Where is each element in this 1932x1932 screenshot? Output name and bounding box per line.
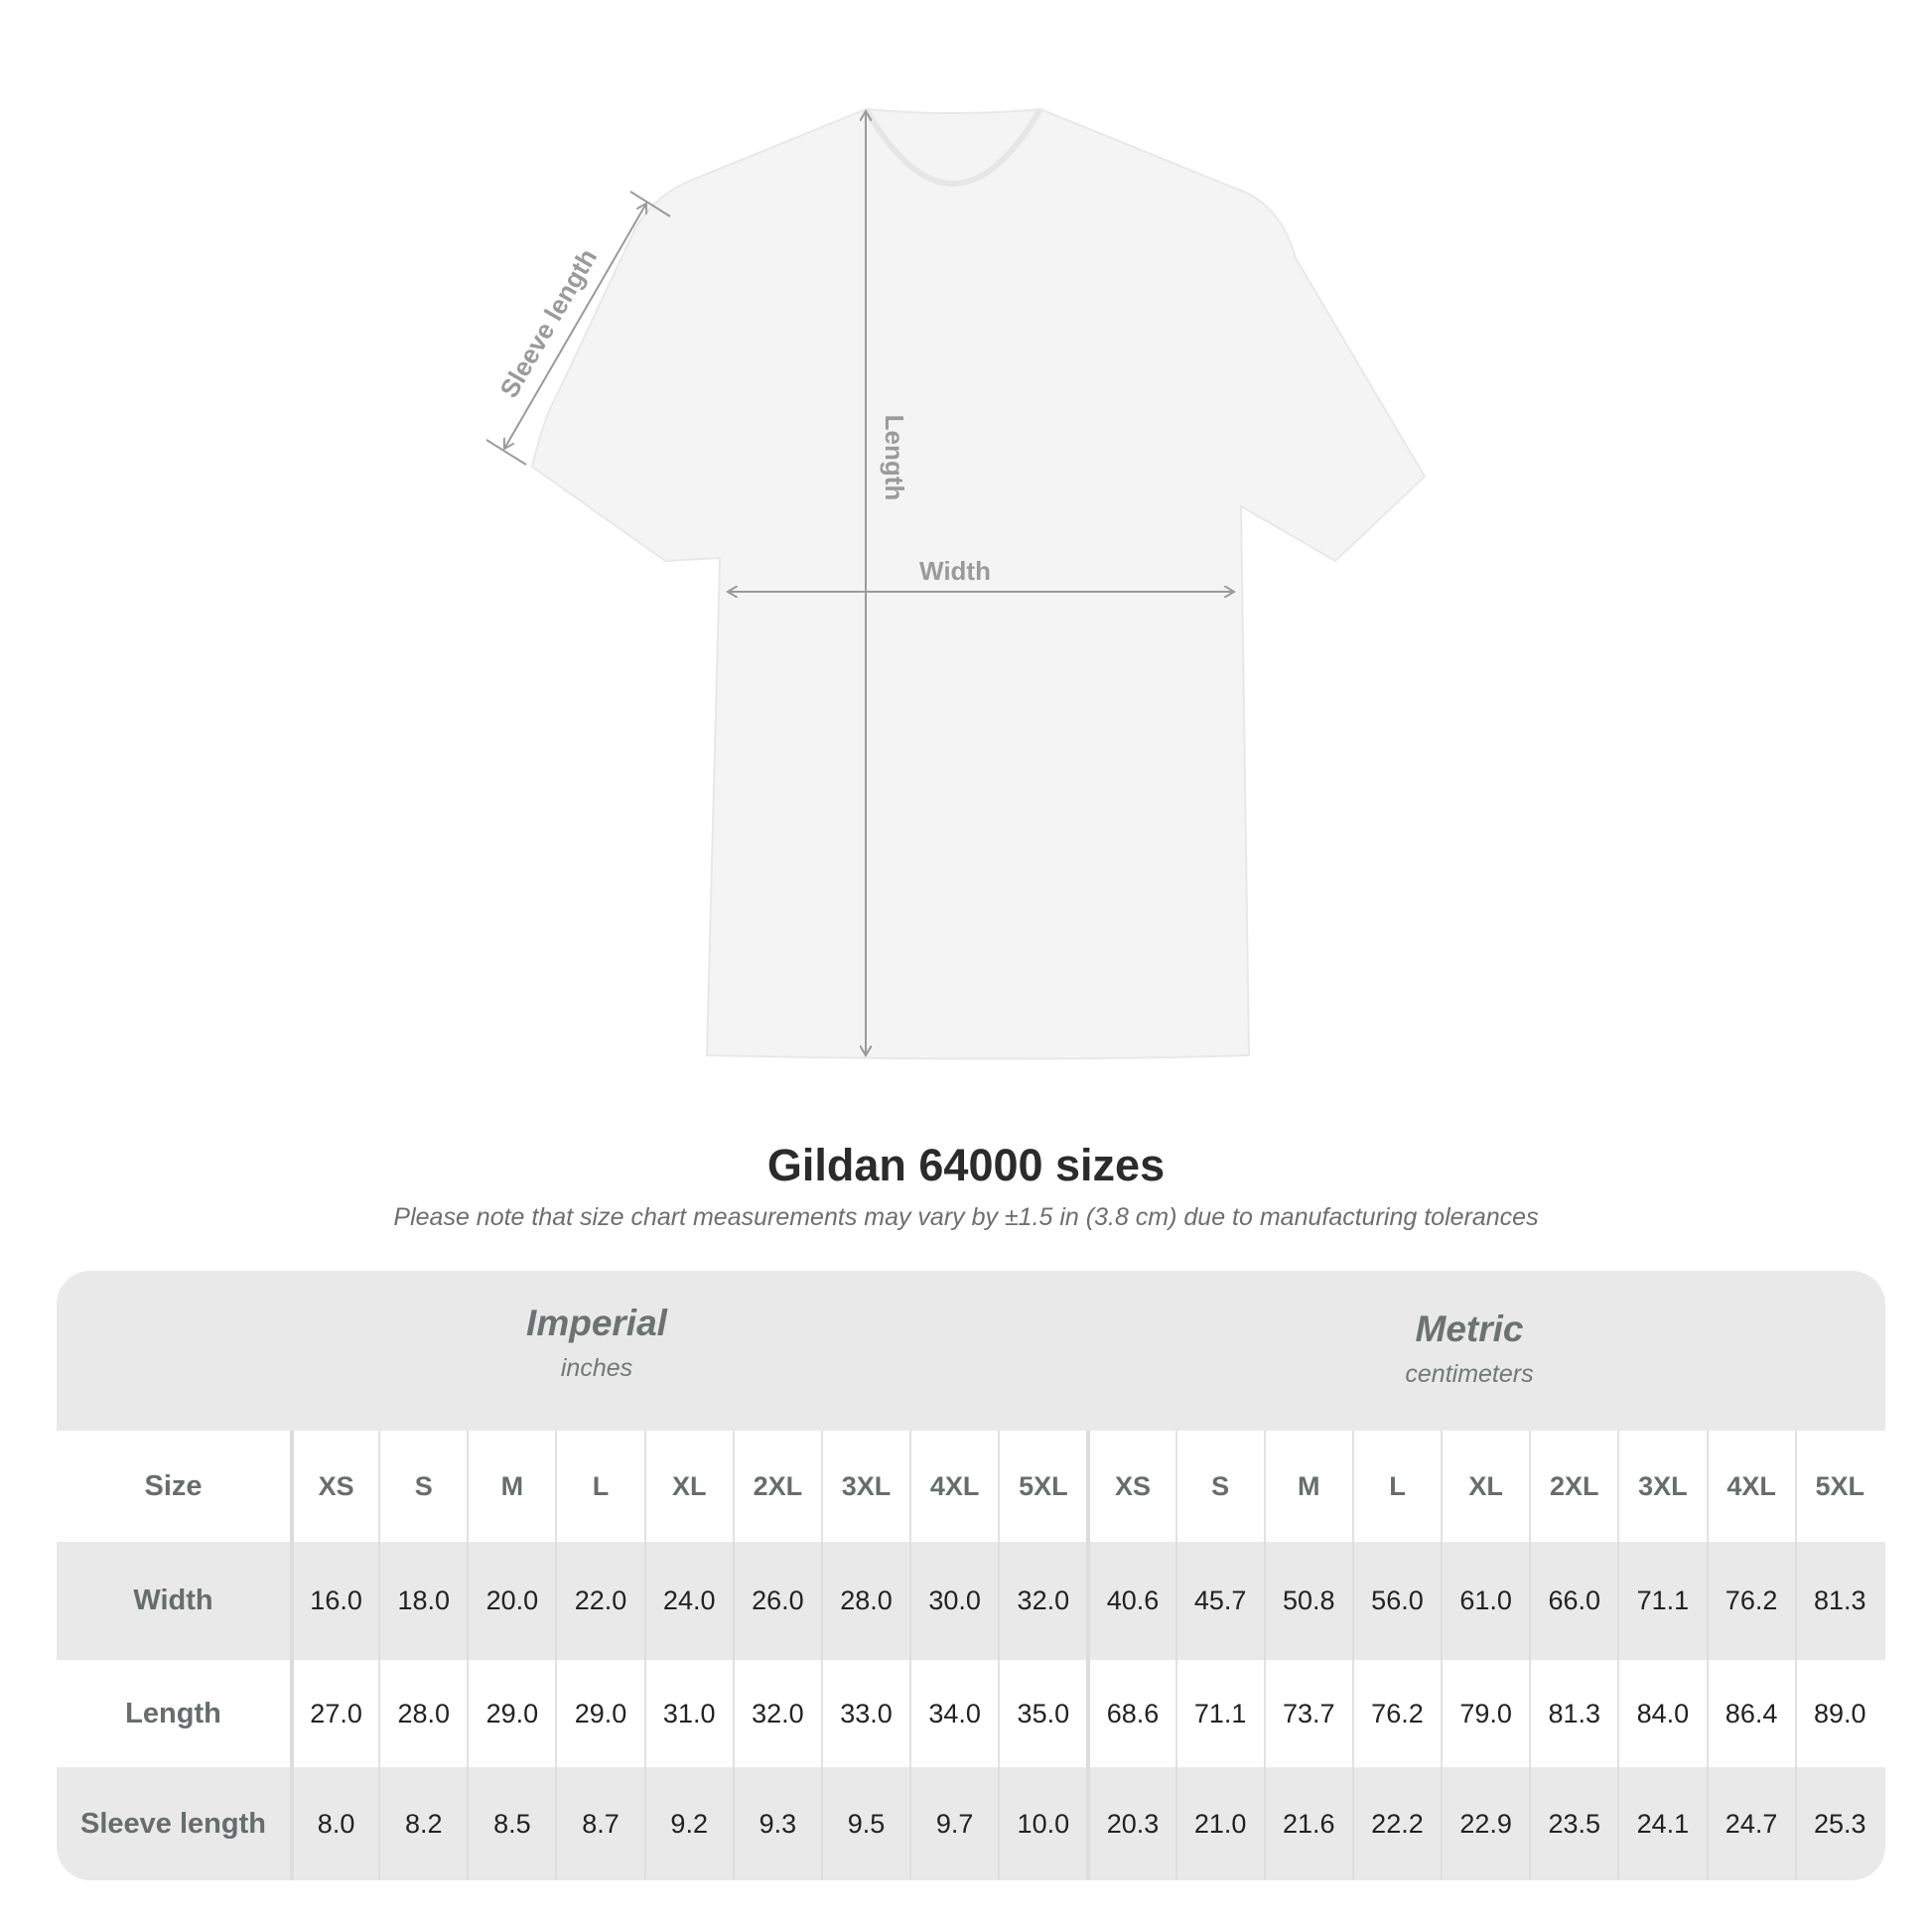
imperial-value-cell: 9.3 [732,1767,821,1880]
metric-size-m: M [1263,1431,1352,1542]
metric-value-cell: 61.0 [1441,1542,1529,1660]
imperial-value-cell: 28.0 [820,1542,909,1660]
imperial-size-m: M [467,1431,555,1542]
tolerance-note: Please note that size chart measurements… [393,1203,1539,1231]
imperial-size-s: S [378,1431,467,1542]
metric-size-s: S [1174,1431,1264,1542]
imperial-value-cell: 20.0 [467,1542,555,1660]
imperial-value-cell: 22.0 [555,1542,643,1660]
imperial-size-4xl: 4XL [909,1431,998,1542]
metric-value-cell: 89.0 [1794,1660,1883,1767]
metric-size-xs: XS [1086,1431,1174,1542]
imperial-value-cell: 29.0 [467,1660,555,1767]
metric-value-cell: 21.0 [1174,1767,1264,1880]
imperial-value-cell: 30.0 [909,1542,998,1660]
metric-value-cell: 50.8 [1263,1542,1352,1660]
row-label: Length [125,1697,221,1729]
metric-value-cell: 84.0 [1617,1660,1706,1767]
metric-value-cell: 24.7 [1706,1767,1795,1880]
imperial-value-cell: 24.0 [643,1542,733,1660]
imperial-value-cell: 9.7 [909,1767,998,1880]
metric-value-cell: 76.2 [1351,1660,1441,1767]
metric-size-xl: XL [1441,1431,1529,1542]
metric-value-cell: 56.0 [1351,1542,1441,1660]
metric-value-cell: 24.1 [1617,1767,1706,1880]
metric-value-cell: 45.7 [1174,1542,1264,1660]
imperial-value-cell: 8.0 [290,1767,378,1880]
imperial-group: Imperial inches [299,1303,895,1383]
metric-value-cell: 22.2 [1351,1767,1441,1880]
sleeve-tick [485,439,527,466]
metric-size-4xl: 4XL [1706,1431,1795,1542]
metric-value-cell: 25.3 [1794,1767,1883,1880]
metric-unit: centimeters [1405,1360,1534,1388]
imperial-value-cell: 31.0 [643,1660,733,1767]
metric-value-cell: 66.0 [1529,1542,1617,1660]
imperial-value-cell: 9.5 [820,1767,909,1880]
metric-size-5xl: 5XL [1794,1431,1883,1542]
imperial-size-xs: XS [290,1431,378,1542]
metric-size-3xl: 3XL [1617,1431,1706,1542]
table-row-width: Width 16.0 18.0 20.0 22.0 24.0 26.0 28.0 30.0 32.… [57,1542,1885,1660]
metric-value-cell: 76.2 [1706,1542,1795,1660]
imperial-value-cell: 8.2 [378,1767,467,1880]
imperial-value-cell: 16.0 [290,1542,378,1660]
imperial-value-cell: 32.0 [998,1542,1086,1660]
table-row-length: Length 27.0 28.0 29.0 29.0 31.0 32.0 33.0 34.0 35… [57,1660,1885,1767]
metric-value-cell: 23.5 [1529,1767,1617,1880]
metric-value-cell: 79.0 [1441,1660,1529,1767]
imperial-value-cell: 26.0 [732,1542,821,1660]
imperial-value-cell: 32.0 [732,1660,821,1767]
imperial-value-cell: 34.0 [909,1660,998,1767]
imperial-size-xl: XL [643,1431,733,1542]
size-label: Size [144,1469,203,1502]
length-label: Length [880,415,909,501]
imperial-value-cell: 29.0 [555,1660,643,1767]
imperial-value-cell: 27.0 [290,1660,378,1767]
imperial-size-3xl: 3XL [820,1431,909,1542]
imperial-value-cell: 33.0 [820,1660,909,1767]
metric-value-cell: 81.3 [1794,1542,1883,1660]
tshirt-diagram: Width Length Sleeve length [485,107,1427,1060]
row-label: Width [133,1585,213,1616]
imperial-value-cell: 8.7 [555,1767,643,1880]
metric-value-cell: 20.3 [1086,1767,1174,1880]
table-row-sleeve-length: Sleeve length 8.0 8.2 8.5 8.7 9.2 9.3 9.5 9.7 10.… [57,1767,1885,1880]
metric-group: Metric centimeters [1172,1309,1767,1389]
sleeve-tick [629,191,671,217]
metric-value-cell: 86.4 [1706,1660,1795,1767]
collar [863,107,1043,187]
metric-title: Metric [1415,1309,1524,1349]
units-header: Imperial inches Metric centimeters [57,1271,1885,1431]
imperial-value-cell: 8.5 [467,1767,555,1880]
imperial-size-l: L [555,1431,643,1542]
imperial-title: Imperial [526,1303,667,1343]
metric-size-l: L [1351,1431,1441,1542]
metric-value-cell: 73.7 [1263,1660,1352,1767]
imperial-value-cell: 9.2 [643,1767,733,1880]
page-title: Gildan 64000 sizes [766,1140,1166,1190]
imperial-value-cell: 35.0 [998,1660,1086,1767]
imperial-value-cell: 28.0 [378,1660,467,1767]
metric-value-cell: 68.6 [1086,1660,1174,1767]
sleeve-arrow [504,204,646,449]
imperial-value-cell: 10.0 [998,1767,1086,1880]
metric-size-2xl: 2XL [1529,1431,1617,1542]
imperial-unit: inches [560,1354,633,1382]
metric-value-cell: 21.6 [1263,1767,1352,1880]
metric-value-cell: 71.1 [1174,1660,1264,1767]
imperial-size-2xl: 2XL [732,1431,821,1542]
row-label: Sleeve length [80,1807,266,1840]
metric-value-cell: 22.9 [1441,1767,1529,1880]
width-label: Width [919,556,991,586]
imperial-value-cell: 18.0 [378,1542,467,1660]
metric-value-cell: 40.6 [1086,1542,1174,1660]
size-table: Imperial inches Metric centimeters Size X… [57,1271,1885,1880]
imperial-size-5xl: 5XL [998,1431,1086,1542]
metric-value-cell: 71.1 [1617,1542,1706,1660]
size-header-row: Size XS S M L XL 2XL 3XL 4XL 5XL XS S M L XL 2XL 3XL 4XL 5… [57,1431,1885,1542]
metric-value-cell: 81.3 [1529,1660,1617,1767]
